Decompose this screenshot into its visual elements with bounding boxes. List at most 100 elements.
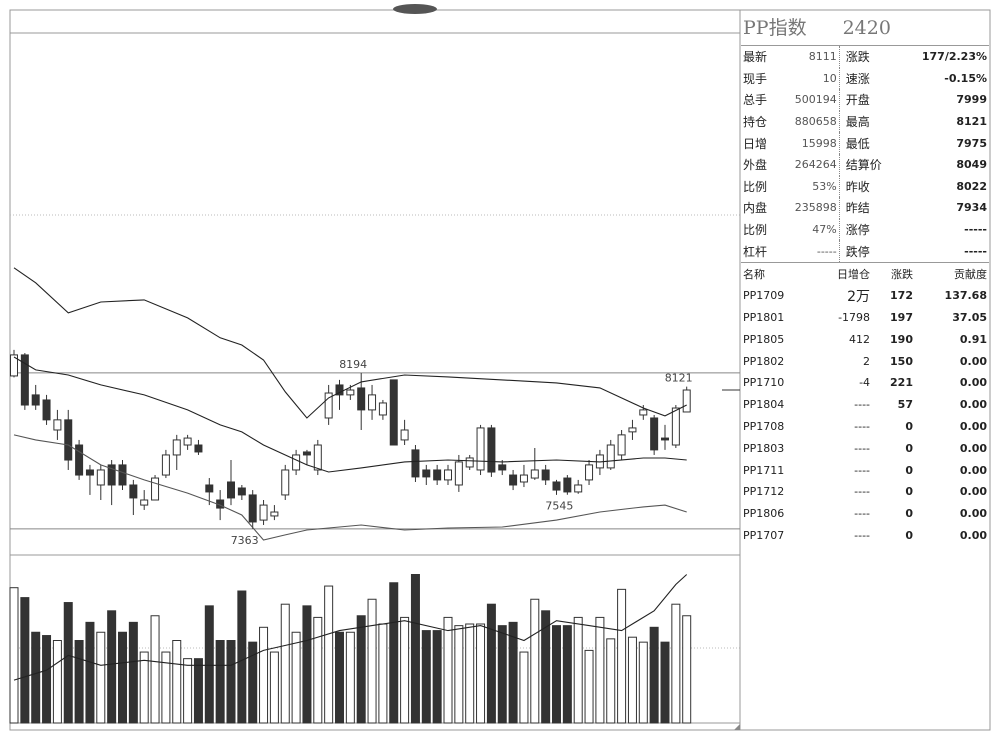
field-label: 速涨: [838, 67, 898, 90]
contract-row: PP1803 ---- 0 0.00: [741, 437, 989, 459]
candle-body: [129, 484, 138, 499]
volume-bar: [432, 630, 442, 724]
candle-body: [541, 469, 550, 481]
contract-name: PP1801: [743, 310, 785, 324]
quote-table: 最新 8111 涨跌 177/2.23% 现手 10 速涨 -0.15% 总手 500194 开盘 7…: [741, 46, 989, 263]
volume-bar: [682, 615, 692, 724]
volume-bar: [356, 615, 366, 724]
volume-bar: [313, 616, 323, 724]
contribution: 0.00: [959, 441, 987, 455]
contract-name: PP1805: [743, 332, 785, 346]
field-label: 比例: [743, 223, 768, 238]
contribution: 137.68: [944, 289, 987, 303]
candle-body: [205, 484, 214, 493]
volume-bar: [476, 623, 486, 724]
field-label: 比例: [743, 179, 768, 194]
volume-bar: [345, 631, 355, 724]
field-value: -----: [964, 244, 987, 258]
change: 190: [890, 332, 913, 346]
position-change: ----: [854, 398, 871, 412]
contribution: 0.00: [959, 398, 987, 412]
change: 57: [897, 398, 913, 412]
volume-bar: [465, 623, 475, 724]
candle-body: [476, 427, 485, 471]
quote-row: 持仓 880658 最高 8121: [741, 110, 989, 133]
field-value: 8121: [956, 115, 987, 129]
candle-body: [411, 449, 420, 478]
contract-row: PP1710 -4 221 0.00: [741, 372, 989, 394]
contract-row: PP1709 2万 172 137.68: [741, 285, 989, 307]
quote-row: 内盘 235898 昨结 7934: [741, 197, 989, 219]
field-value: 235898: [794, 201, 837, 215]
candle-body: [85, 469, 94, 476]
candle-body: [606, 444, 615, 469]
candle-body: [324, 392, 333, 419]
contribution: 37.05: [952, 310, 987, 324]
candle-body: [498, 464, 507, 471]
volume-bar: [595, 616, 605, 724]
volume-bar: [237, 590, 247, 724]
candle-body: [302, 451, 311, 456]
column-header: 名称: [743, 267, 765, 281]
candle-body: [552, 481, 561, 491]
contribution: 0.00: [959, 463, 987, 477]
volume-bar: [31, 631, 41, 724]
contract-name: PP1709: [743, 289, 785, 303]
field-label: 日增: [743, 136, 768, 151]
field-label: 杠杆: [743, 244, 768, 259]
candle-body: [31, 394, 40, 406]
volume-bar: [367, 598, 377, 724]
candle-body: [454, 461, 463, 486]
candle-body: [281, 469, 290, 496]
contract-name: PP1806: [743, 507, 785, 521]
volume-bar: [541, 610, 551, 724]
candle-body: [227, 481, 235, 499]
field-value: 15998: [801, 136, 837, 150]
candle-body: [378, 402, 387, 416]
volume-bar: [552, 625, 561, 724]
volume-bar: [259, 626, 269, 724]
candle-body: [53, 419, 62, 431]
field-value: 47%: [812, 223, 837, 237]
change: 0: [905, 463, 913, 477]
corner: [734, 724, 740, 730]
header-row: 名称 日增仓 涨跌 贡献度: [741, 263, 989, 285]
contract-name: PP1707: [743, 528, 785, 542]
field-label: 最高: [838, 110, 898, 133]
contract-row: PP1805 412 190 0.91: [741, 328, 989, 350]
volume-bar: [193, 658, 203, 724]
candle-body: [682, 389, 691, 413]
candle-body: [650, 417, 659, 451]
position-change: ----: [854, 507, 871, 521]
contract-row: PP1707 ---- 0 0.00: [741, 525, 989, 547]
quote-row: 现手 10 速涨 -0.15%: [741, 67, 989, 90]
quote-header: PP指数 2420: [741, 11, 989, 46]
field-value: 7934: [956, 201, 987, 215]
volume-bar: [183, 658, 193, 724]
volume-bar: [606, 638, 616, 724]
contract-row: PP1801 -1798 197 37.05: [741, 307, 989, 329]
indicator-line: [13, 434, 687, 541]
price-annotation: 7363: [231, 534, 259, 547]
volume-bar: [248, 641, 258, 724]
candle-body: [433, 469, 442, 481]
candle-body: [444, 469, 452, 481]
candle-body: [75, 444, 84, 476]
price-annotation: 7545: [545, 500, 573, 513]
field-value: 880658: [794, 115, 837, 129]
price-annotation: 8194: [339, 358, 367, 371]
column-header: 日增仓: [837, 267, 871, 281]
volume-bar: [128, 621, 138, 724]
volume-bar: [269, 651, 279, 724]
field-value: 500194: [794, 93, 837, 107]
candle-body: [530, 469, 539, 479]
candle-body: [368, 394, 377, 411]
contract-name: PP1803: [743, 441, 785, 455]
volume-bar: [584, 649, 594, 724]
field-label: 持仓: [743, 115, 768, 130]
volume-bar: [454, 625, 464, 724]
field-value: 7999: [956, 93, 987, 107]
field-label: 最低: [838, 132, 898, 154]
